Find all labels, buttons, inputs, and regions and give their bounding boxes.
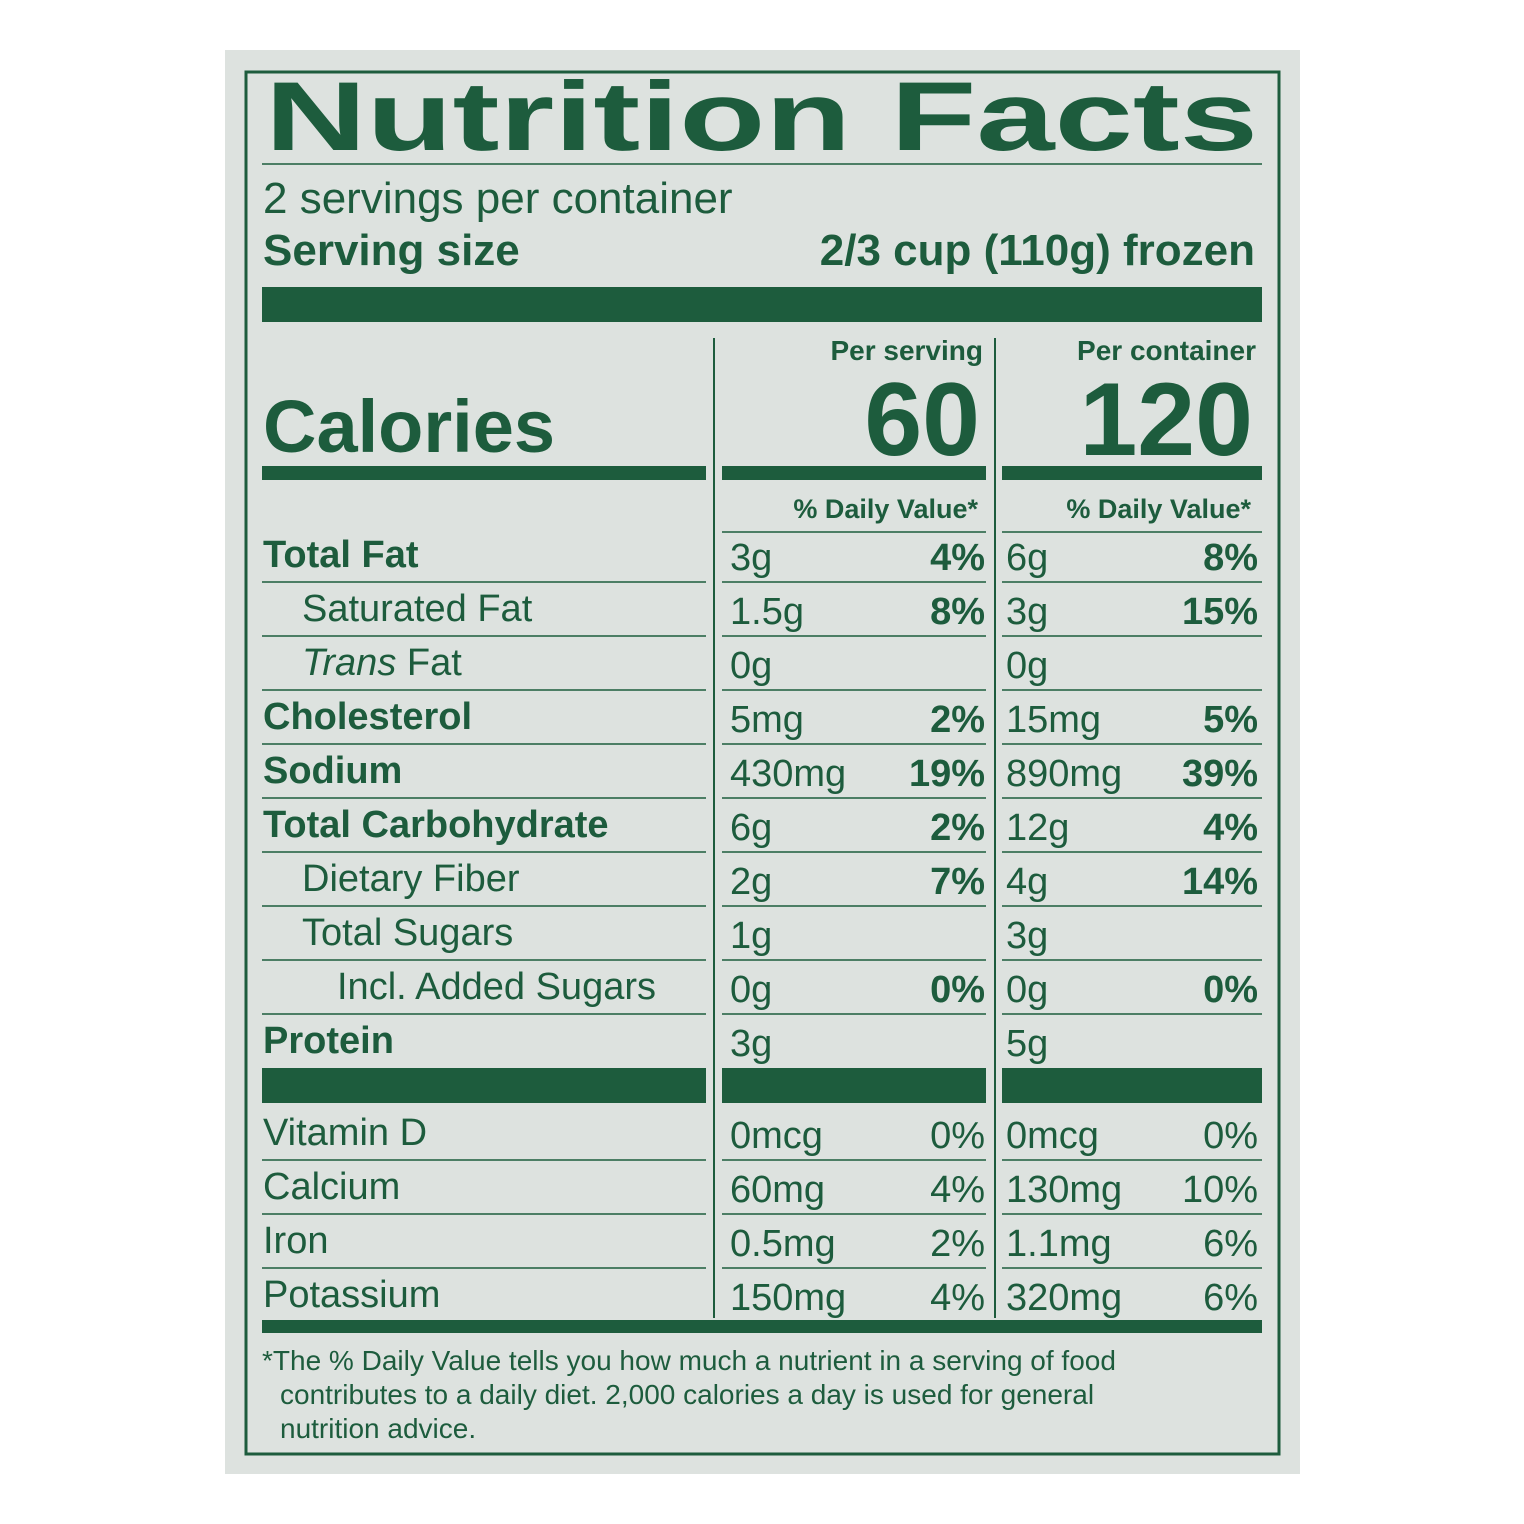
daily-value: 8% [930, 591, 985, 633]
nutrient-name: Cholesterol [263, 696, 472, 738]
amount: 15mg [1006, 699, 1101, 741]
daily-value: 6% [1203, 1277, 1258, 1319]
calories-value: 120 [1079, 362, 1253, 478]
daily-value: 2% [930, 807, 985, 849]
vitamin-name: Iron [263, 1220, 328, 1262]
amount: 320mg [1006, 1277, 1122, 1319]
daily-value: 0% [930, 1115, 985, 1157]
footnote: contributes to a daily diet. 2,000 calor… [280, 1379, 1094, 1410]
amount: 5g [1006, 1023, 1048, 1065]
amount: 1g [730, 915, 772, 957]
amount: 0mcg [1006, 1115, 1099, 1157]
amount: 4g [1006, 861, 1048, 903]
calories-bar [262, 466, 706, 480]
thick-bar [722, 1068, 986, 1103]
amount: 0g [1006, 645, 1048, 687]
footnote: *The % Daily Value tells you how much a … [262, 1345, 1116, 1376]
amount: 3g [730, 1023, 772, 1065]
daily-value: 2% [930, 699, 985, 741]
amount: 150mg [730, 1277, 846, 1319]
servings: 2 servings per container [263, 174, 733, 223]
nutrient-name: Protein [263, 1020, 394, 1062]
calories-bar [722, 466, 986, 480]
daily-value: 10% [1182, 1169, 1258, 1211]
footnote: nutrition advice. [280, 1413, 476, 1444]
serving-size-value: 2/3 cup (110g) frozen [820, 226, 1255, 275]
daily-value: 0% [1203, 969, 1258, 1011]
vitamin-name: Potassium [263, 1274, 440, 1316]
amount: 0mcg [730, 1115, 823, 1157]
nutrient-name: Total Fat [263, 534, 419, 576]
amount: 890mg [1006, 753, 1122, 795]
dv-header: % Daily Value* [1066, 494, 1251, 524]
amount: 60mg [730, 1169, 825, 1211]
daily-value: 6% [1203, 1223, 1258, 1265]
vitamin-name: Vitamin D [263, 1112, 427, 1154]
daily-value: 4% [930, 537, 985, 579]
amount: 430mg [730, 753, 846, 795]
nutrient-name: Dietary Fiber [302, 858, 520, 900]
daily-value: 5% [1203, 699, 1258, 741]
calories-bar [1002, 466, 1262, 480]
column-heading: Per container [1077, 335, 1256, 366]
thick-bar [1002, 1068, 1262, 1103]
bottom-bar [262, 1320, 1262, 1333]
daily-value: 0% [930, 969, 985, 1011]
nutrient-name: Total Carbohydrate [263, 804, 609, 846]
amount: 6g [1006, 537, 1048, 579]
dv-header: % Daily Value* [793, 494, 978, 524]
amount: 130mg [1006, 1169, 1122, 1211]
amount: 0g [1006, 969, 1048, 1011]
daily-value: 39% [1182, 753, 1258, 795]
daily-value: 7% [930, 861, 985, 903]
nutrient-name-italic: Trans [302, 642, 396, 684]
daily-value: 4% [930, 1169, 985, 1211]
serving-size-label: Serving size [263, 226, 520, 275]
daily-value: 4% [1203, 807, 1258, 849]
nutrient-name: Sodium [263, 750, 402, 792]
column-heading: Per serving [830, 335, 983, 366]
nutrient-name: Incl. Added Sugars [337, 966, 656, 1008]
amount: 3g [730, 537, 772, 579]
amount: 0.5mg [730, 1223, 836, 1265]
nutrient-name: Trans Fat [302, 642, 462, 684]
amount: 1.1mg [1006, 1223, 1112, 1265]
nutrient-name: Saturated Fat [302, 588, 533, 630]
title: Nutrition Facts [265, 61, 1258, 171]
calories-label: Calories [263, 385, 555, 468]
nutrient-name: Total Sugars [302, 912, 513, 954]
amount: 5mg [730, 699, 804, 741]
amount: 3g [1006, 591, 1048, 633]
thick-bar [262, 287, 1262, 322]
daily-value: 4% [930, 1277, 985, 1319]
amount: 6g [730, 807, 772, 849]
vitamin-name: Calcium [263, 1166, 400, 1208]
daily-value: 2% [930, 1223, 985, 1265]
daily-value: 19% [909, 753, 985, 795]
daily-value: 0% [1203, 1115, 1258, 1157]
amount: 3g [1006, 915, 1048, 957]
calories-value: 60 [864, 362, 980, 478]
amount: 0g [730, 969, 772, 1011]
amount: 12g [1006, 807, 1069, 849]
amount: 1.5g [730, 591, 804, 633]
nutrient-name-rest: Fat [396, 642, 462, 684]
daily-value: 14% [1182, 861, 1258, 903]
daily-value: 8% [1203, 537, 1258, 579]
amount: 0g [730, 645, 772, 687]
amount: 2g [730, 861, 772, 903]
thick-bar [262, 1068, 706, 1103]
daily-value: 15% [1182, 591, 1258, 633]
label-border [244, 70, 1281, 1456]
